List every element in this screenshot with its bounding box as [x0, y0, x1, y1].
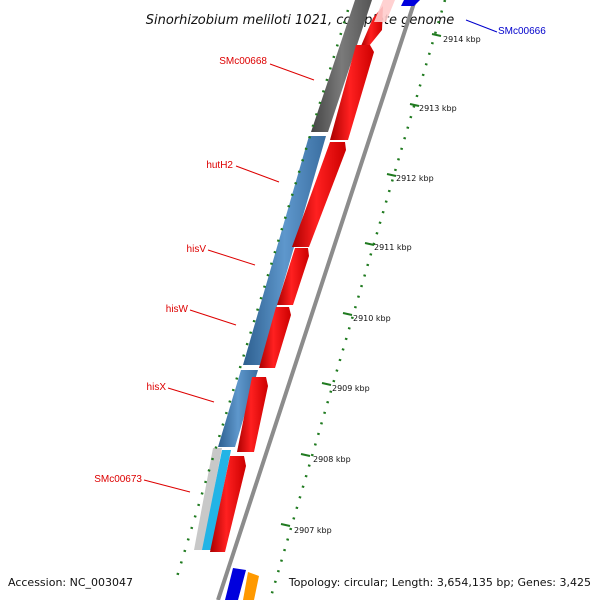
cds-arrow-7: [210, 456, 246, 552]
leader-smc00666: [465, 19, 498, 33]
tick-label-2912: 2912 kbp: [396, 174, 434, 183]
gene-label-smc00666[interactable]: SMc00666: [498, 26, 546, 37]
tick-label-2910: 2910 kbp: [353, 314, 391, 323]
gene-label-smc00668[interactable]: SMc00668: [219, 56, 267, 67]
gene-hisx-shape: [218, 370, 258, 447]
gene-orange-bottom-shape: [243, 572, 259, 600]
gene-label-huth2[interactable]: hutH2: [206, 160, 233, 171]
leader-hisw: [189, 309, 237, 326]
scale-ticks: [280, 33, 442, 527]
backbone-track: [216, 0, 417, 600]
cds-arrow-4: [277, 248, 309, 305]
genome-summary-text: Topology: circular; Length: 3,654,135 bp…: [288, 576, 591, 589]
cds-arrow-6: [237, 377, 268, 452]
tick-label-2911: 2911 kbp: [374, 243, 412, 252]
leader-hisx: [167, 387, 215, 403]
gc-track-inner: [174, 9, 350, 581]
leader-smc00673: [143, 479, 191, 493]
gene-label-hisx[interactable]: hisX: [147, 382, 167, 393]
cds-arrow-3: [292, 142, 346, 247]
tick-label-2907: 2907 kbp: [294, 526, 332, 535]
gene-blue-bottom-shape: [225, 568, 246, 600]
tick-label-2914: 2914 kbp: [443, 35, 481, 44]
tick-label-2913: 2913 kbp: [419, 104, 457, 113]
gene-huth2-shape: [243, 136, 326, 365]
gene-smc00666-shape: [401, 0, 420, 6]
gene-label-smc00673[interactable]: SMc00673: [94, 474, 142, 485]
leader-huth2: [235, 165, 280, 183]
leader-hisv: [207, 249, 256, 266]
tick-label-2908: 2908 kbp: [313, 455, 351, 464]
cds-arrow-5: [259, 307, 291, 368]
tick-label-2909: 2909 kbp: [332, 384, 370, 393]
gene-label-hisw[interactable]: hisW: [166, 304, 189, 315]
gene-label-hisv[interactable]: hisV: [187, 244, 207, 255]
cds-arrow-2: [330, 45, 374, 140]
gene-smc00673-shape: [202, 450, 231, 550]
cds-faint-arrow: [374, 0, 395, 22]
gene-smc00673-gray-shape: [194, 448, 222, 550]
accession-text: Accession: NC_003047: [8, 576, 133, 589]
gene-smc00668-shape: [311, 0, 372, 132]
leader-smc00668: [269, 63, 315, 81]
